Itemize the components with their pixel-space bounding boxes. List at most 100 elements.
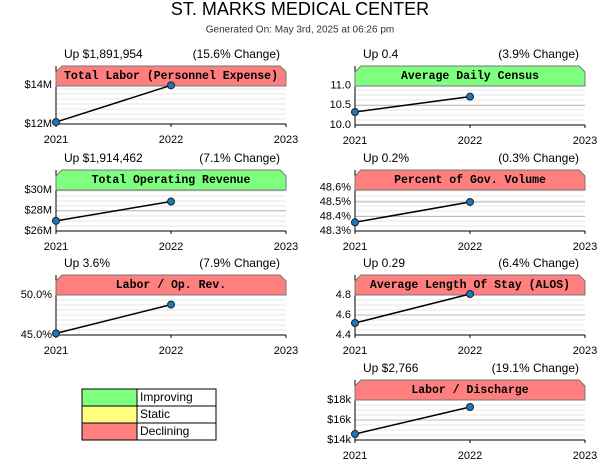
trend-line — [354, 406, 471, 435]
data-point — [466, 92, 474, 101]
trend-line — [55, 200, 172, 222]
title-banner — [55, 274, 287, 296]
legend-swatch — [81, 422, 138, 441]
summary: Up $1,914,462 — [64, 151, 143, 165]
x-tick-label: 2022 — [458, 450, 482, 462]
summary: Up 0.4 — [363, 47, 399, 61]
x-tick-label: 2023 — [573, 135, 597, 147]
x-tick-label: 2022 — [458, 135, 482, 147]
summary: Up 0.2% — [363, 151, 409, 165]
y-tick-label: 10.5 — [330, 99, 351, 111]
change: (7.1% Change) — [199, 151, 280, 165]
trend-line — [354, 201, 471, 224]
change: (3.9% Change) — [498, 47, 579, 61]
x-tick-label: 2023 — [573, 345, 597, 357]
x-tick-label: 2022 — [159, 134, 183, 146]
y-tick-label: 4.8 — [336, 289, 351, 301]
trend-line — [354, 293, 471, 324]
trend-line — [354, 95, 471, 113]
change: (6.4% Change) — [498, 256, 579, 270]
data-point — [167, 300, 175, 309]
data-point — [351, 319, 359, 327]
y-tick-label: 4.6 — [336, 309, 351, 321]
x-tick-label: 2021 — [44, 134, 68, 146]
x-tick-label: 2022 — [159, 345, 183, 357]
data-point — [466, 403, 474, 411]
x-tick-label: 2021 — [343, 345, 367, 357]
data-point — [351, 108, 359, 117]
legend-label: Declining — [140, 424, 189, 438]
y-tick-label: 11.0 — [330, 80, 351, 92]
summary: Up $2,766 — [363, 361, 419, 375]
chart-title: Percent of Gov. Volume — [394, 174, 546, 187]
chart-title: Labor / Op. Rev. — [116, 279, 226, 292]
title-banner — [55, 65, 287, 87]
trend-line — [55, 303, 172, 335]
legend-swatch — [81, 405, 138, 424]
title-banner — [354, 274, 586, 296]
y-tick-label: $30M — [24, 184, 52, 196]
x-tick-label: 2022 — [458, 345, 482, 357]
x-tick-label: 2023 — [573, 241, 597, 253]
y-tick-label: $16k — [327, 414, 351, 426]
y-tick-label: $26M — [24, 225, 52, 237]
y-tick-label: $18k — [327, 394, 351, 406]
x-tick-label: 2023 — [274, 134, 298, 146]
y-tick-label: $12M — [24, 118, 52, 130]
summary: Up $1,891,954 — [64, 47, 143, 61]
data-point — [167, 197, 175, 206]
x-tick-label: 2021 — [343, 241, 367, 253]
legend-cell — [136, 422, 217, 441]
x-tick-label: 2021 — [44, 241, 68, 253]
chart-title: Total Operating Revenue — [92, 174, 251, 187]
data-point — [351, 430, 359, 438]
change: (15.6% Change) — [193, 47, 280, 61]
data-point — [52, 216, 60, 225]
y-tick-label: 48.4% — [320, 210, 351, 222]
title-banner — [55, 169, 287, 191]
data-point — [167, 81, 175, 90]
y-tick-label: $14M — [24, 79, 52, 91]
x-tick-label: 2023 — [274, 345, 298, 357]
y-tick-label: 50.0% — [21, 289, 52, 301]
y-tick-label: 10.0 — [330, 119, 351, 131]
chart-title: Labor / Discharge — [411, 384, 528, 397]
summary: Up 0.29 — [363, 256, 405, 270]
chart-title: Total Labor (Personnel Expense) — [64, 70, 278, 83]
y-tick-label: $28M — [24, 205, 52, 217]
y-tick-label: 45.0% — [21, 329, 52, 341]
page-subtitle: Generated On: May 3rd, 2025 at 06:26 pm — [206, 25, 394, 36]
y-tick-label: 4.4 — [336, 329, 351, 341]
chart-title: Average Daily Census — [401, 70, 539, 83]
trend-line — [55, 84, 172, 123]
x-tick-label: 2021 — [44, 345, 68, 357]
legend-label: Improving — [140, 390, 193, 404]
legend-label: Static — [140, 407, 170, 421]
x-tick-label: 2021 — [343, 450, 367, 462]
change: (0.3% Change) — [498, 151, 579, 165]
data-point — [351, 218, 359, 227]
y-tick-label: 48.5% — [320, 196, 351, 208]
data-point — [466, 290, 474, 298]
chart-title: Average Length Of Stay (ALOS) — [370, 279, 570, 292]
y-tick-label: 48.3% — [320, 225, 351, 237]
x-tick-label: 2023 — [573, 450, 597, 462]
data-point — [52, 118, 60, 127]
title-banner — [354, 169, 586, 191]
data-point — [52, 329, 60, 338]
y-tick-label: $14k — [327, 434, 351, 446]
x-tick-label: 2022 — [159, 241, 183, 253]
x-tick-label: 2023 — [274, 241, 298, 253]
title-banner — [354, 379, 586, 401]
x-tick-label: 2021 — [343, 135, 367, 147]
page-title: ST. MARKS MEDICAL CENTER — [171, 0, 429, 19]
y-tick-label: 48.6% — [320, 181, 351, 193]
legend-swatch — [81, 388, 138, 407]
data-point — [466, 197, 474, 206]
change: (19.1% Change) — [492, 361, 579, 375]
change: (7.9% Change) — [199, 256, 280, 270]
title-banner — [354, 65, 586, 87]
x-tick-label: 2022 — [458, 241, 482, 253]
summary: Up 3.6% — [64, 256, 110, 270]
